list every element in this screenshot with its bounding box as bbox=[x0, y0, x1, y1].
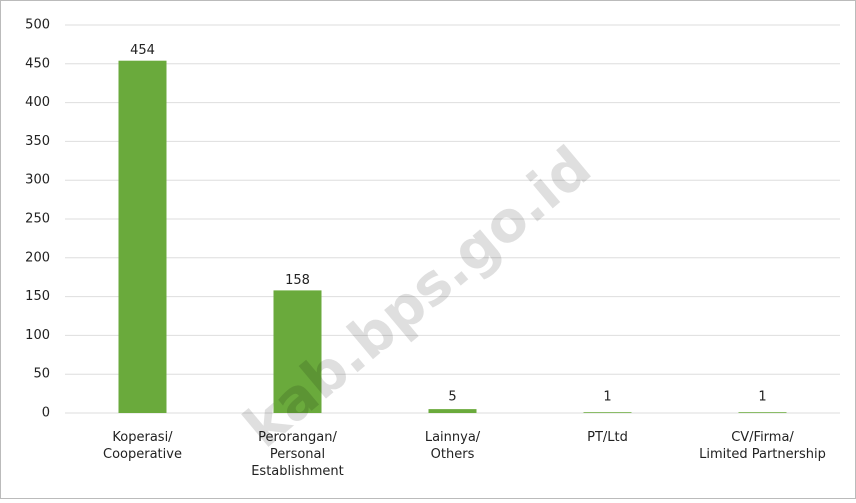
y-tick-label: 450 bbox=[25, 56, 50, 71]
x-tick-label-line: Cooperative bbox=[103, 447, 182, 462]
x-tick-label: Lainnya/Others bbox=[425, 430, 481, 462]
value-label: 5 bbox=[448, 390, 456, 405]
y-tick-label: 400 bbox=[25, 95, 50, 110]
x-tick-label-line: Limited Partnership bbox=[699, 447, 826, 462]
x-tick-label-line: Koperasi/ bbox=[112, 430, 173, 445]
y-tick-label: 50 bbox=[33, 367, 50, 382]
x-tick-label-line: Others bbox=[431, 447, 475, 462]
y-tick-label: 500 bbox=[25, 18, 50, 33]
value-label: 1 bbox=[603, 390, 611, 405]
bar bbox=[273, 290, 322, 413]
x-tick-label: CV/Firma/Limited Partnership bbox=[699, 430, 826, 462]
y-tick-label: 250 bbox=[25, 212, 50, 227]
x-tick-label-line: Perorangan/ bbox=[258, 430, 337, 445]
x-tick-label: Perorangan/Personal Establishment bbox=[251, 430, 344, 479]
value-label: 454 bbox=[130, 43, 155, 58]
y-tick-label: 0 bbox=[42, 406, 50, 421]
x-tick-label-line: PT/Ltd bbox=[587, 430, 628, 445]
x-tick-label: Koperasi/Cooperative bbox=[103, 430, 182, 462]
y-tick-label: 200 bbox=[25, 250, 50, 265]
bar bbox=[583, 412, 632, 413]
x-tick-label-line: Establishment bbox=[251, 464, 344, 479]
value-label: 1 bbox=[758, 390, 766, 405]
y-tick-label: 350 bbox=[25, 134, 50, 149]
bar bbox=[428, 409, 477, 413]
value-label: 158 bbox=[285, 273, 310, 288]
bar bbox=[738, 412, 787, 413]
y-tick-label: 150 bbox=[25, 289, 50, 304]
bar bbox=[118, 60, 167, 414]
y-tick-label: 300 bbox=[25, 173, 50, 188]
x-tick-label-line: Personal bbox=[270, 447, 325, 462]
x-tick-label-line: Lainnya/ bbox=[425, 430, 481, 445]
x-tick-label: PT/Ltd bbox=[587, 430, 628, 445]
y-tick-label: 100 bbox=[25, 328, 50, 343]
x-tick-label-line: CV/Firma/ bbox=[731, 430, 794, 445]
